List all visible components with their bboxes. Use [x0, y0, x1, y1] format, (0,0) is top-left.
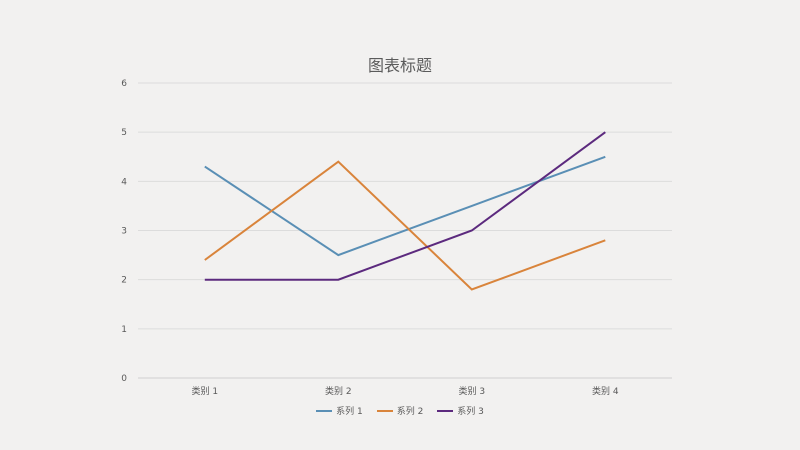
legend-item: 系列 1 — [316, 404, 363, 417]
chart-title: 图表标题 — [367, 56, 432, 75]
legend-label: 系列 3 — [457, 407, 484, 417]
legend-swatch — [376, 409, 393, 412]
y-tick-label: 0 — [121, 374, 127, 384]
y-tick-label: 3 — [121, 227, 127, 237]
y-tick-label: 5 — [121, 128, 127, 138]
series-line-2 — [204, 160, 606, 291]
x-tick-label: 类别 2 — [325, 385, 352, 397]
legend-label: 系列 2 — [396, 407, 424, 417]
legend-swatch — [437, 409, 454, 412]
legend-item: 系列 2 — [376, 404, 424, 417]
x-tick-label: 类别 3 — [458, 385, 485, 397]
y-tick-label: 4 — [121, 177, 127, 187]
y-tick-label: 6 — [121, 79, 127, 89]
legend-swatch — [316, 409, 333, 412]
legend-item: 系列 3 — [437, 404, 484, 417]
y-tick-label: 1 — [121, 325, 127, 335]
x-tick-label: 类别 1 — [191, 385, 218, 397]
x-tick-label: 类别 4 — [592, 385, 619, 397]
series-line-3 — [204, 131, 606, 281]
legend-label: 系列 1 — [336, 407, 363, 417]
y-tick-label: 2 — [121, 276, 127, 286]
chart-legend: 系列 1 系列 2 系列 3 — [0, 404, 800, 417]
series-line-1 — [204, 155, 606, 257]
